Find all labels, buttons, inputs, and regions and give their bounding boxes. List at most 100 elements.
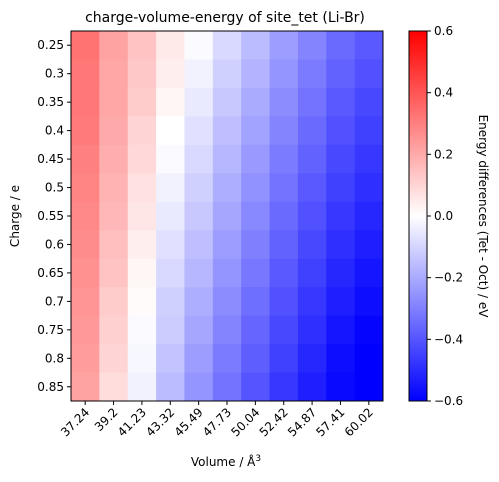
heatmap-cell [241, 31, 271, 60]
heatmap-cell [269, 116, 299, 146]
heatmap-cell [184, 372, 214, 402]
colorbar-tick-label: 0.2 [434, 147, 453, 161]
y-tick-label: 0.7 [45, 294, 64, 308]
heatmap-cell [99, 287, 129, 317]
heatmap-cell [241, 144, 271, 174]
heatmap-cell [354, 116, 384, 146]
heatmap-cell [326, 173, 356, 203]
heatmap-cell [184, 173, 214, 203]
heatmap-cell [297, 31, 327, 60]
heatmap-cell [212, 173, 242, 203]
x-tick-label: 37.24 [58, 405, 92, 439]
x-axis-ticks: 37.24 39.241.2343.3245.4947.7350.0452.425… [58, 401, 376, 439]
heatmap-cell [156, 116, 185, 146]
heatmap-cell [71, 287, 100, 317]
colorbar-tick-label: −0.4 [434, 332, 463, 346]
heatmap-cell [156, 372, 185, 402]
heatmap-cell [354, 173, 384, 203]
x-tick-label: 43.32 [143, 405, 177, 439]
heatmap-cell [241, 287, 271, 317]
heatmap-cell [269, 201, 299, 231]
heatmap-cell [354, 87, 384, 117]
heatmap-cell [99, 372, 129, 402]
y-tick-label: 0.35 [37, 95, 64, 109]
colorbar-tick-label: 0.4 [434, 86, 453, 100]
heatmap-cell [127, 258, 157, 288]
heatmap-cell [354, 258, 384, 288]
heatmap-cell [71, 315, 100, 345]
x-tick-label: 47.73 [200, 405, 234, 439]
heatmap-cell [99, 116, 129, 146]
heatmap-cell [269, 258, 299, 288]
heatmap-cell [99, 201, 129, 231]
heatmap-cell [326, 230, 356, 260]
heatmap-cell [269, 144, 299, 174]
heatmap-cell [241, 87, 271, 117]
heatmap-cell [212, 201, 242, 231]
heatmap-cell [212, 315, 242, 345]
heatmap-cell [241, 315, 271, 345]
heatmap-cell [326, 287, 356, 317]
heatmap-cell [269, 59, 299, 89]
heatmap-cell [156, 344, 185, 374]
heatmap-cell [241, 201, 271, 231]
heatmap-cell [71, 59, 100, 89]
heatmap-cell [99, 230, 129, 260]
heatmap-cell [127, 87, 157, 117]
heatmap-cell [354, 31, 384, 60]
heatmap-cell [71, 173, 100, 203]
heatmap-cell [269, 344, 299, 374]
heatmap-cell [127, 287, 157, 317]
heatmap-cell [269, 372, 299, 402]
heatmap-cell [184, 230, 214, 260]
heatmap-cell [156, 258, 185, 288]
x-axis-label-superscript: 3 [255, 454, 261, 464]
heatmap-cell [269, 230, 299, 260]
colorbar-ticks: 0.6 0.4 0.2 0.0 −0.2 −0.4 −0.6 [427, 24, 463, 408]
heatmap-cell [241, 344, 271, 374]
heatmap-cell [297, 258, 327, 288]
heatmap-cell [99, 344, 129, 374]
heatmap-cell [241, 258, 271, 288]
heatmap-cell [99, 31, 129, 60]
y-axis-ticks: 0.25 0.3 0.35 0.4 0.45 0.5 0.55 0.6 0.65 0.7 0.75 0… [37, 38, 71, 394]
heatmap-cell [156, 173, 185, 203]
y-tick-label: 0.85 [37, 380, 64, 394]
y-tick-label: 0.4 [45, 124, 64, 138]
heatmap-cell [99, 144, 129, 174]
x-tick-label: 52.42 [257, 405, 291, 439]
heatmap-cell [127, 201, 157, 231]
x-tick-label: 57.41 [313, 405, 347, 439]
heatmap-cell [297, 344, 327, 374]
heatmap-cell [71, 116, 100, 146]
colorbar-tick-label: −0.2 [434, 271, 463, 285]
heatmap-cell [297, 173, 327, 203]
colorbar-tick-label: 0.0 [434, 209, 453, 223]
heatmap-cell [297, 372, 327, 402]
heatmap-cell [184, 31, 214, 60]
heatmap-cell [354, 201, 384, 231]
heatmap-cell [156, 287, 185, 317]
y-tick-label: 0.5 [45, 181, 64, 195]
heatmap-cell [297, 315, 327, 345]
colorbar [408, 30, 428, 402]
heatmap-cell [241, 173, 271, 203]
heatmap-cell [127, 173, 157, 203]
heatmap-cell [71, 201, 100, 231]
heatmap-cell [241, 59, 271, 89]
heatmap-cell [99, 315, 129, 345]
heatmap-cells [71, 31, 384, 402]
y-tick-label: 0.55 [37, 209, 64, 223]
y-axis-label: Charge / e [8, 185, 22, 247]
colorbar-tick-label: 0.6 [434, 24, 453, 38]
heatmap-cell [212, 116, 242, 146]
heatmap-cell [354, 344, 384, 374]
heatmap-cell [212, 287, 242, 317]
heatmap-cell [71, 87, 100, 117]
heatmap-cell [184, 287, 214, 317]
heatmap-cell [127, 315, 157, 345]
x-tick-label: 41.23 [115, 405, 149, 439]
heatmap-cell [326, 31, 356, 60]
heatmap-cell [326, 116, 356, 146]
